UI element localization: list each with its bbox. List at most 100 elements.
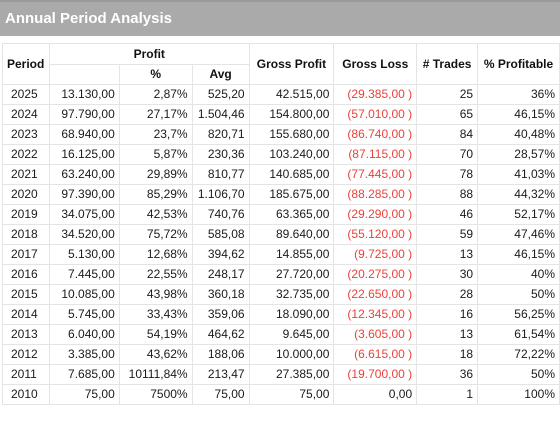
cell-profit-pct: 10111,84% [118,364,193,385]
cell-profit: 5.130,00 [48,244,120,265]
cell-profit-pct: 75,72% [118,224,193,245]
cell-profit: 7.685,00 [48,364,120,385]
table-row[interactable]: 2020 97.390,00 85,29% 1.106,70 185.675,00 (88… [2,184,560,205]
cell-profit-avg: 213,47 [191,364,250,385]
analysis-table-container: Period Profit Gross Profit Gross Loss # … [2,43,560,405]
cell-profit-avg: 810,77 [191,164,250,185]
cell-trades: 70 [416,144,479,165]
cell-gross-loss: (19.700,00 ) [333,364,418,385]
table-row[interactable]: 2011 7.685,00 10111,84% 213,47 27.385,00 (19.… [2,364,560,385]
cell-gross-loss: 0,00 [333,384,418,405]
cell-profit: 13.130,00 [48,84,120,105]
table-row[interactable]: 2015 10.085,00 43,98% 360,18 32.735,00 (22.65… [2,284,560,305]
cell-profit-pct: 29,89% [118,164,193,185]
cell-period: 2023 [2,124,50,145]
cell-period: 2019 [2,204,50,225]
cell-pct-profitable: 41,03% [477,164,560,185]
table-row[interactable]: 2025 13.130,00 2,87% 525,20 42.515,00 (29.385… [2,84,560,105]
header-profit-pct[interactable]: % [118,64,193,85]
cell-period: 2014 [2,304,50,325]
table-row[interactable]: 2023 68.940,00 23,7% 820,71 155.680,00 (86.74… [2,124,560,145]
cell-pct-profitable: 50% [477,284,560,305]
table-row[interactable]: 2022 16.125,00 5,87% 230,36 103.240,00 (87.11… [2,144,560,165]
cell-gross-profit: 10.000,00 [248,344,335,365]
header-period[interactable]: Period [2,43,50,85]
cell-profit-avg: 525,20 [191,84,250,105]
table-body: 2025 13.130,00 2,87% 525,20 42.515,00 (29.385… [2,84,560,405]
cell-profit: 68.940,00 [48,124,120,145]
cell-trades: 46 [416,204,479,225]
cell-pct-profitable: 36% [477,84,560,105]
table-row[interactable]: 2021 63.240,00 29,89% 810,77 140.685,00 (77.4… [2,164,560,185]
cell-pct-profitable: 50% [477,364,560,385]
cell-profit-avg: 248,17 [191,264,250,285]
table-row[interactable]: 2017 5.130,00 12,68% 394,62 14.855,00 (9.725,… [2,244,560,265]
header-profit-avg[interactable]: Avg [191,64,250,85]
table-row[interactable]: 2013 6.040,00 54,19% 464,62 9.645,00 (3.605,0… [2,324,560,345]
table-row[interactable]: 2014 5.745,00 33,43% 359,06 18.090,00 (12.345… [2,304,560,325]
cell-gross-loss: (86.740,00 ) [333,124,418,145]
table-row[interactable]: 2016 7.445,00 22,55% 248,17 27.720,00 (20.275… [2,264,560,285]
cell-profit-pct: 43,98% [118,284,193,305]
cell-gross-profit: 27.720,00 [248,264,335,285]
cell-profit-pct: 27,17% [118,104,193,125]
cell-gross-profit: 14.855,00 [248,244,335,265]
table-row[interactable]: 2024 97.790,00 27,17% 1.504,46 154.800,00 (57… [2,104,560,125]
cell-gross-profit: 154.800,00 [248,104,335,125]
table-row[interactable]: 2010 75,00 7500% 75,00 75,00 0,00 1 100% [2,384,560,405]
cell-pct-profitable: 72,22% [477,344,560,365]
cell-trades: 36 [416,364,479,385]
title-bar: Annual Period Analysis [0,0,560,36]
cell-pct-profitable: 56,25% [477,304,560,325]
annual-analysis-table: Period Profit Gross Profit Gross Loss # … [2,43,560,405]
header-trades[interactable]: # Trades [416,43,479,85]
cell-period: 2010 [2,384,50,405]
cell-pct-profitable: 61,54% [477,324,560,345]
cell-gross-loss: (20.275,00 ) [333,264,418,285]
header-pct-profitable[interactable]: % Profitable [477,43,560,85]
cell-profit-pct: 33,43% [118,304,193,325]
cell-gross-loss: (57.010,00 ) [333,104,418,125]
cell-pct-profitable: 47,46% [477,224,560,245]
cell-profit: 6.040,00 [48,324,120,345]
cell-profit-pct: 5,87% [118,144,193,165]
cell-gross-loss: (77.445,00 ) [333,164,418,185]
cell-pct-profitable: 40% [477,264,560,285]
cell-gross-profit: 42.515,00 [248,84,335,105]
cell-period: 2021 [2,164,50,185]
header-profit[interactable]: Profit [48,43,250,65]
cell-profit-pct: 7500% [118,384,193,405]
cell-gross-profit: 155.680,00 [248,124,335,145]
header-gross-profit[interactable]: Gross Profit [248,43,335,85]
cell-gross-profit: 75,00 [248,384,335,405]
cell-period: 2013 [2,324,50,345]
cell-period: 2017 [2,244,50,265]
cell-pct-profitable: 46,15% [477,104,560,125]
cell-pct-profitable: 46,15% [477,244,560,265]
cell-pct-profitable: 40,48% [477,124,560,145]
cell-profit-pct: 43,62% [118,344,193,365]
cell-gross-loss: (29.385,00 ) [333,84,418,105]
cell-gross-profit: 18.090,00 [248,304,335,325]
cell-profit-avg: 1.106,70 [191,184,250,205]
table-row[interactable]: 2019 34.075,00 42,53% 740,76 63.365,00 (29.29… [2,204,560,225]
cell-gross-profit: 140.685,00 [248,164,335,185]
cell-trades: 1 [416,384,479,405]
cell-profit: 34.075,00 [48,204,120,225]
cell-gross-loss: (6.615,00 ) [333,344,418,365]
cell-profit-avg: 1.504,46 [191,104,250,125]
cell-profit-pct: 12,68% [118,244,193,265]
cell-profit-avg: 740,76 [191,204,250,225]
cell-profit-avg: 360,18 [191,284,250,305]
cell-gross-loss: (12.345,00 ) [333,304,418,325]
cell-profit-pct: 23,7% [118,124,193,145]
cell-gross-profit: 9.645,00 [248,324,335,345]
cell-profit-pct: 22,55% [118,264,193,285]
table-row[interactable]: 2018 34.520,00 75,72% 585,08 89.640,00 (55.12… [2,224,560,245]
table-row[interactable]: 2012 3.385,00 43,62% 188,06 10.000,00 (6.615,… [2,344,560,365]
cell-profit-avg: 585,08 [191,224,250,245]
header-gross-loss[interactable]: Gross Loss [333,43,418,85]
cell-profit: 97.790,00 [48,104,120,125]
cell-profit-pct: 85,29% [118,184,193,205]
cell-period: 2016 [2,264,50,285]
